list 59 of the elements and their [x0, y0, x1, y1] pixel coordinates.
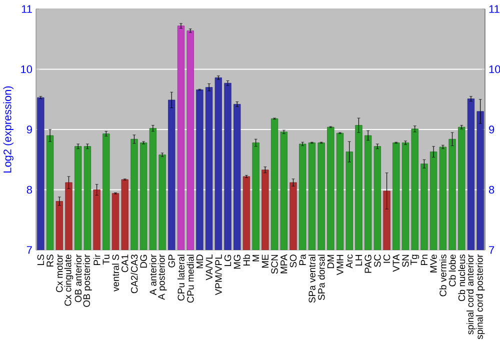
x-tick-label: OB anterior: [74, 254, 82, 302]
y2-tick-label: 7: [489, 246, 494, 254]
x-tick-label: ventral S: [112, 254, 119, 292]
x-tick-label: A posterior: [158, 254, 167, 300]
x-tick-label: M: [252, 254, 260, 262]
x-tick-label: VPM/VPL: [214, 254, 222, 296]
x-tick-label: Cb nucleus: [458, 254, 466, 302]
x-tick-label: ME: [262, 254, 268, 268]
x-tick-label: Cx cingulate: [64, 254, 74, 306]
y-axis-title: Log2 (expression): [3, 86, 14, 172]
x-tick-label: Arc: [346, 254, 353, 268]
x-tick-label: SN: [402, 254, 409, 267]
x-tick-label: Cb vermis: [439, 254, 446, 296]
x-tick-label: Cb lobe: [448, 254, 456, 286]
x-tick-label: CPu lateral: [178, 254, 184, 301]
x-tick-label: spinal cord anterior: [466, 254, 476, 334]
y-tick-label: 10: [21, 65, 32, 74]
x-tick-label: A anterior: [149, 254, 156, 296]
x-tick-label: GP: [168, 254, 175, 268]
x-tick-label: Pir: [93, 254, 100, 265]
x-tick-label: SPa dorsal: [318, 254, 325, 300]
x-tick-label: IC: [383, 254, 390, 263]
x-tick-label: VMH: [336, 254, 344, 276]
x-tick-label: Cx motor: [56, 254, 63, 292]
x-tick-label: Tu: [102, 254, 110, 265]
x-tick-label: MVe: [430, 254, 437, 272]
y-tick-label: 7: [26, 246, 32, 254]
y2-tick-label: 10: [489, 65, 500, 74]
x-tick-label: spinal cord posterior: [476, 254, 485, 340]
x-tick-label: DG: [140, 254, 147, 268]
x-tick-label: VA/VL: [206, 254, 213, 280]
x-tick-label: Pa: [299, 254, 306, 265]
x-tick-label: SCN: [271, 254, 278, 274]
x-tick-label: LG: [224, 254, 232, 266]
y2-tick-label: 9: [489, 126, 494, 134]
x-tick-label: MD: [196, 254, 203, 268]
y-tick-label: 8: [26, 186, 32, 194]
x-tick-label: SO: [290, 254, 297, 268]
y2-tick-label: 8: [489, 186, 494, 194]
x-tick-label: SC: [374, 254, 381, 267]
x-tick-label: RS: [46, 254, 54, 267]
x-tick-label: SPa ventral: [308, 254, 316, 303]
y-tick-label: 9: [26, 126, 32, 134]
y-tick-label: 11: [22, 5, 32, 13]
x-tick-label: Hb: [242, 254, 250, 266]
x-tick-label: LH: [355, 254, 362, 266]
x-tick-label: MG: [234, 254, 240, 269]
x-tick-label: OB posterior: [83, 254, 92, 307]
x-tick-label: Tg: [410, 254, 420, 266]
x-tick-label: CPu medial: [186, 254, 194, 303]
x-tick-label: CA2/CA3: [130, 254, 138, 294]
x-tick-label: VTA: [392, 254, 400, 272]
y2-tick-label: 11: [489, 5, 500, 13]
x-tick-label: Pn: [420, 254, 428, 265]
x-tick-label: PAG: [364, 254, 372, 273]
x-tick-label: MPA: [280, 254, 288, 274]
x-tick-label: LS: [37, 254, 44, 265]
x-tick-label: DM: [327, 254, 334, 268]
x-tick-label: CA1: [122, 254, 128, 272]
